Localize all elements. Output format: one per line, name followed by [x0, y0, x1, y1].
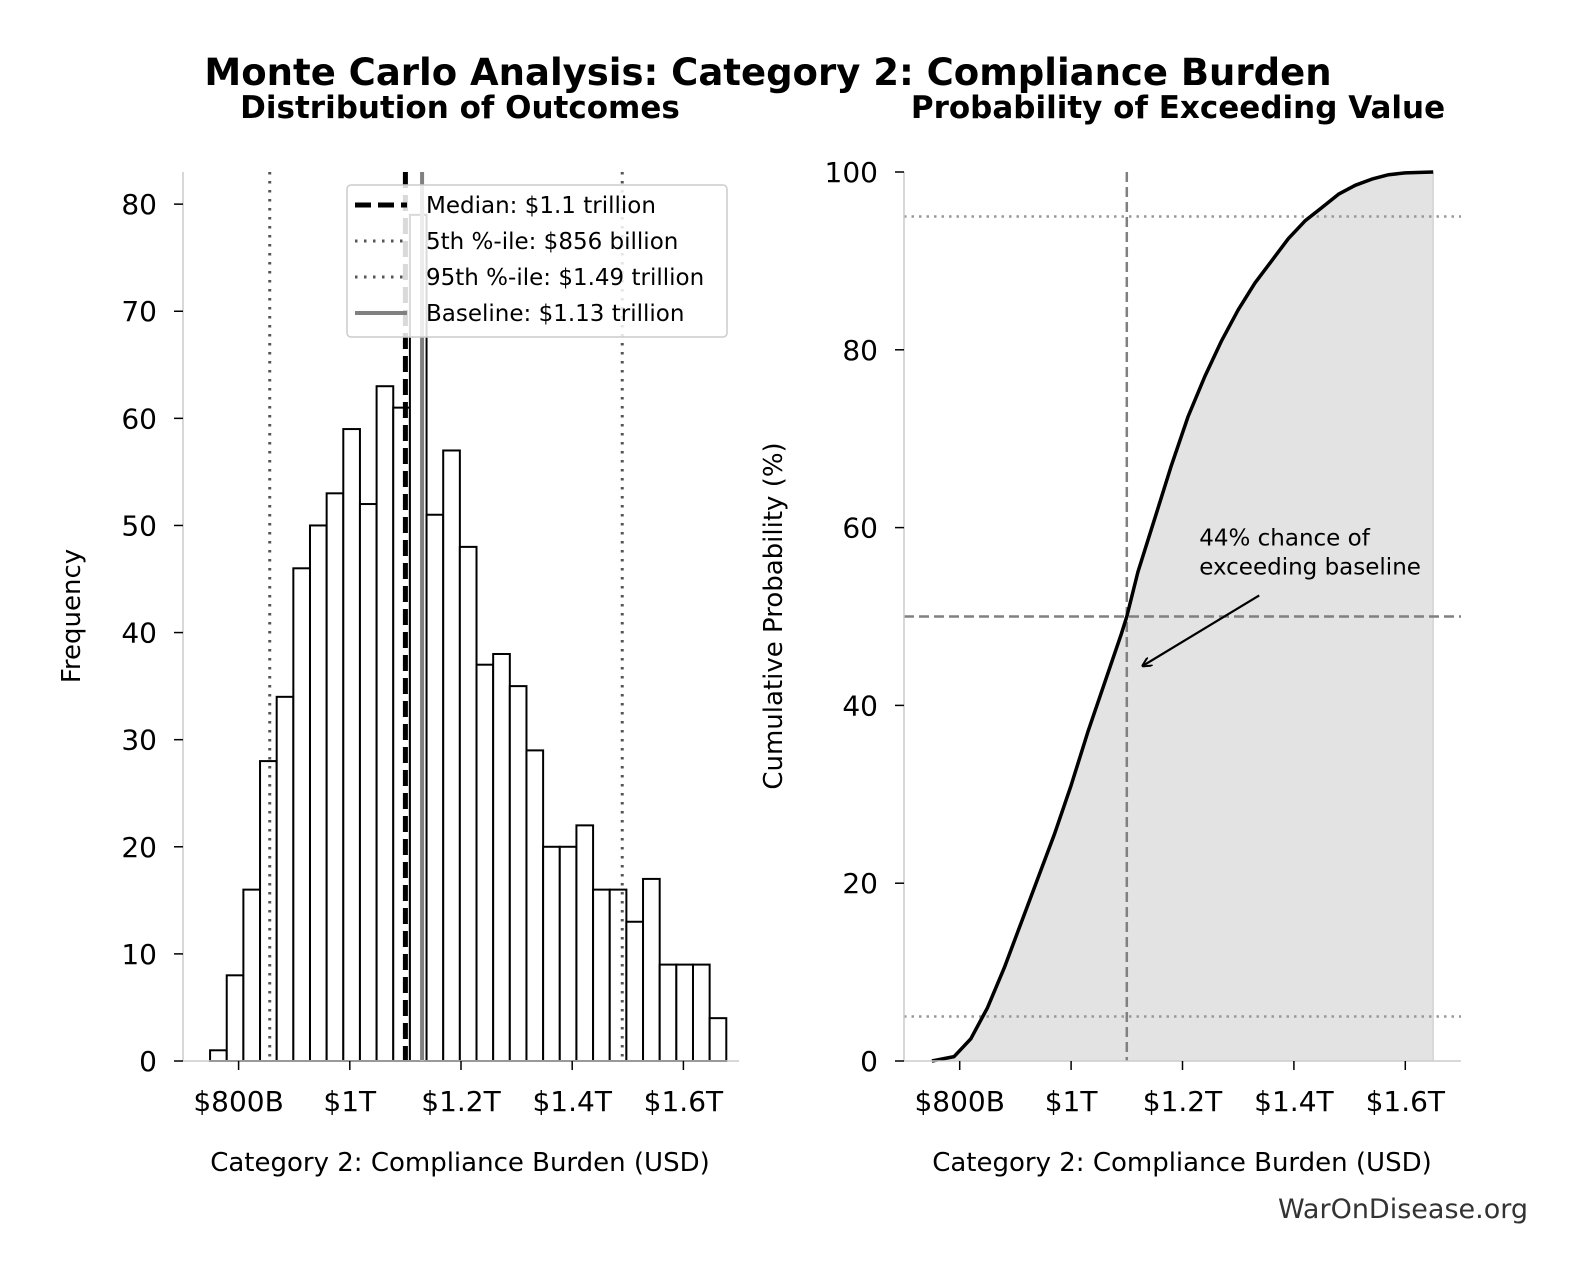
histogram-bar: [425, 513, 445, 1062]
histogram-bar: [308, 524, 328, 1062]
histogram-x-tick-label: $800B: [193, 1085, 283, 1118]
histogram-y-ticks: 0 10 20 30 40 50 60 70 80: [121, 188, 183, 1078]
histogram-y-tick-label: 10: [121, 938, 157, 971]
histogram-y-tick-label: 30: [121, 724, 157, 757]
figure-title: Monte Carlo Analysis: Category 2: Compli…: [204, 51, 1331, 94]
legend-frame: [346, 184, 728, 338]
histogram-bar: [209, 1049, 228, 1063]
histogram-x-tick-label: $1.6T: [644, 1085, 724, 1118]
histogram-bar: [508, 685, 528, 1062]
histogram-bar: [275, 695, 295, 1062]
histogram-bar: [225, 974, 245, 1062]
cdf-y-tick-label: 0: [860, 1045, 878, 1078]
histogram-y-axis-label: Frequency: [57, 549, 87, 683]
cdf-title: Probability of Exceeding Value: [911, 90, 1445, 126]
cdf-y-ticks: 0 20 40 60 80 100: [825, 156, 904, 1078]
histogram-x-axis-label: Category 2: Compliance Burden (USD): [210, 1148, 710, 1178]
histogram-bar: [542, 845, 561, 1063]
legend-entry-label: Median: $1.1 trillion: [426, 193, 656, 219]
histogram-bar: [691, 963, 711, 1063]
histogram-y-tick-label: 60: [121, 402, 157, 435]
histogram-bar: [358, 503, 378, 1062]
cdf-y-tick-label: 60: [842, 512, 878, 545]
histogram-bar: [292, 567, 311, 1062]
histogram-x-tick-label: $1.2T: [421, 1085, 501, 1118]
watermark: WarOnDisease.org: [1278, 1194, 1528, 1225]
histogram-bar: [475, 663, 495, 1062]
histogram-bar: [625, 920, 645, 1062]
histogram-bars: [209, 213, 728, 1063]
histogram-bar: [608, 888, 628, 1063]
histogram-panel: Distribution of Outcomes 0 10 20 30 40 50 60 70…: [57, 90, 739, 1178]
cdf-y-tick-label: 20: [842, 867, 878, 900]
histogram-bar: [658, 963, 678, 1063]
cdf-x-axis-label: Category 2: Compliance Burden (USD): [932, 1148, 1432, 1178]
legend-entry-label: Baseline: $1.13 trillion: [426, 301, 684, 327]
legend-entry-label: 95th %-ile: $1.49 trillion: [426, 265, 704, 291]
histogram-y-tick-label: 70: [121, 295, 157, 328]
histogram-bar: [575, 824, 595, 1062]
histogram-bar: [492, 652, 511, 1063]
histogram-legend: Median: $1.1 trillion 5th %-ile: $856 bil…: [346, 184, 728, 338]
annotation-text-line: 44% chance of: [1199, 525, 1371, 551]
histogram-bar: [675, 963, 694, 1063]
histogram-bar: [558, 845, 578, 1063]
histogram-bar: [325, 492, 345, 1062]
histogram-bar: [442, 449, 461, 1062]
cdf-x-tick-label: $1.2T: [1143, 1085, 1223, 1118]
histogram-y-tick-label: 80: [121, 188, 157, 221]
annotation-arrow: [1144, 594, 1260, 665]
histogram-bar: [592, 888, 611, 1063]
histogram-x-tick-label: $1T: [323, 1085, 377, 1118]
cdf-x-tick-label: $1.6T: [1366, 1085, 1446, 1118]
histogram-y-tick-label: 0: [139, 1045, 157, 1078]
legend-entry-label: 5th %-ile: $856 billion: [426, 229, 678, 255]
histogram-bar: [375, 385, 395, 1062]
histogram-bar: [525, 749, 545, 1063]
histogram-bar: [242, 888, 262, 1063]
cdf-y-tick-label: 80: [842, 334, 878, 367]
cdf-x-tick-label: $1T: [1045, 1085, 1099, 1118]
cdf-y-tick-label: 100: [825, 156, 878, 189]
cdf-panel: Probability of Exceeding Value 0 20 40 60 80…: [759, 90, 1461, 1178]
cdf-x-ticks: $800B $1T $1.2T $1.4T $1.6T: [914, 1061, 1446, 1118]
histogram-y-tick-label: 20: [121, 831, 157, 864]
histogram-bar: [708, 1017, 728, 1062]
histogram-bar: [642, 877, 661, 1062]
cdf-x-tick-label: $800B: [914, 1085, 1004, 1118]
histogram-y-tick-label: 40: [121, 617, 157, 650]
histogram-x-ticks: $800B $1T $1.2T $1.4T $1.6T: [193, 1061, 724, 1118]
cdf-x-tick-label: $1.4T: [1254, 1085, 1334, 1118]
cdf-curve: [931, 170, 1434, 1063]
histogram-bar: [458, 545, 478, 1062]
cdf-annotation: 44% chance of exceeding baseline: [1144, 525, 1421, 665]
histogram-y-tick-label: 50: [121, 509, 157, 542]
cdf-y-tick-label: 40: [842, 689, 878, 722]
annotation-text-line: exceeding baseline: [1199, 554, 1421, 580]
histogram-title: Distribution of Outcomes: [240, 90, 680, 126]
histogram-bar: [342, 428, 361, 1062]
cdf-y-axis-label: Cumulative Probability (%): [759, 442, 789, 789]
histogram-x-tick-label: $1.4T: [532, 1085, 612, 1118]
